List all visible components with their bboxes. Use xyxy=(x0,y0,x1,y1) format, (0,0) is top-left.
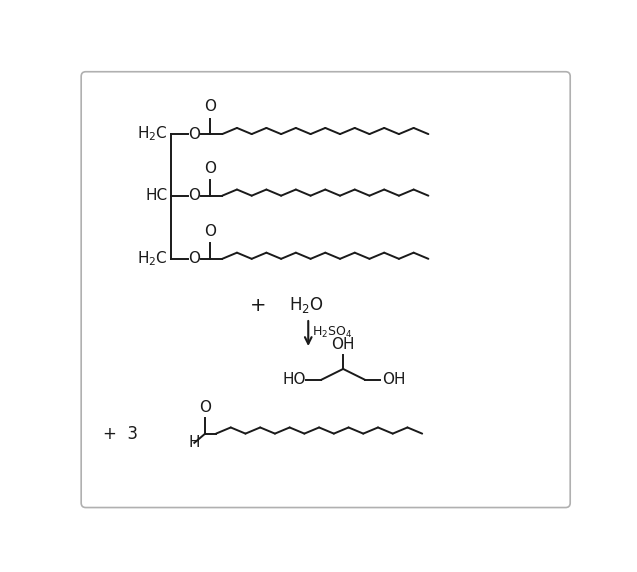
Text: H$_2$C: H$_2$C xyxy=(138,249,168,268)
Text: O: O xyxy=(189,251,200,267)
Text: O: O xyxy=(199,400,211,415)
Text: O: O xyxy=(189,188,200,203)
Text: O: O xyxy=(204,99,216,114)
Text: H$_2$O: H$_2$O xyxy=(289,295,324,315)
Text: O: O xyxy=(189,126,200,142)
Text: O: O xyxy=(204,161,216,176)
Text: H: H xyxy=(189,435,200,450)
Text: HC: HC xyxy=(146,188,168,203)
Text: HO: HO xyxy=(282,372,306,387)
Text: +  3: + 3 xyxy=(103,424,138,443)
Text: +: + xyxy=(250,296,266,315)
Text: OH: OH xyxy=(331,337,355,352)
Text: OH: OH xyxy=(382,372,405,387)
Text: H$_2$SO$_4$: H$_2$SO$_4$ xyxy=(312,324,352,340)
Text: H$_2$C: H$_2$C xyxy=(138,125,168,144)
Text: O: O xyxy=(204,224,216,239)
FancyBboxPatch shape xyxy=(81,72,570,507)
